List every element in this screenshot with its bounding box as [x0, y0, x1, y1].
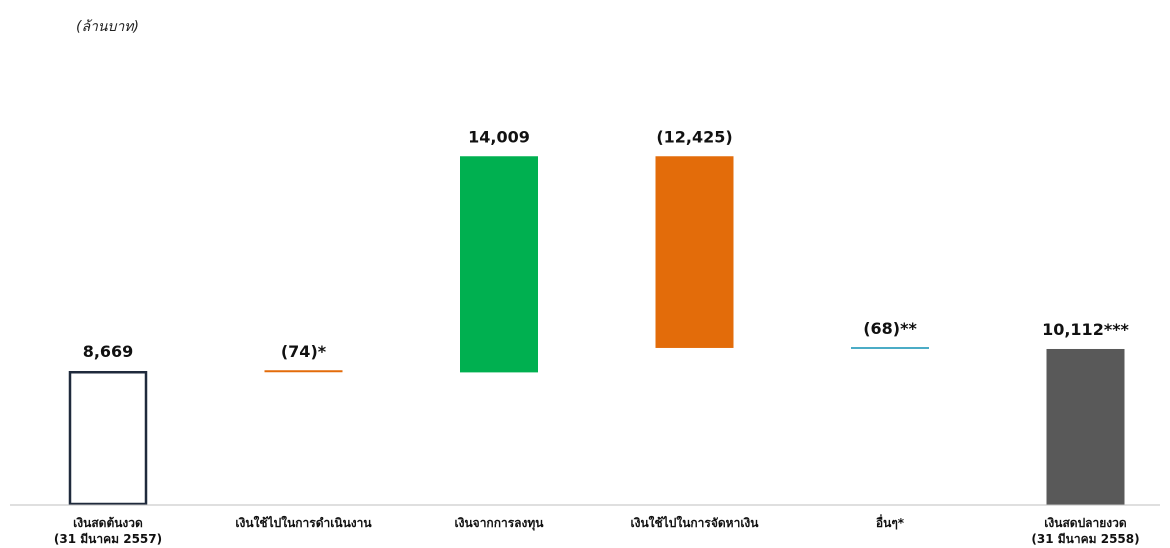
bar-4 — [655, 156, 734, 348]
value-label-1: 8,669 — [83, 342, 134, 361]
category-label-6-line-2: (31 มีนาคม 2558) — [1031, 532, 1139, 546]
category-label-1-line-1: เงินสดต้นงวด — [73, 516, 143, 530]
category-labels-layer: เงินสดต้นงวด (31 มีนาคม 2557) เงินใช้ไปในก… — [54, 514, 1140, 546]
bars-layer — [68, 156, 1125, 506]
value-labels-layer: 8,669 (74)* 14,009 (12,425) (68)** 10,112*** — [83, 127, 1130, 361]
value-label-3: 14,009 — [468, 127, 530, 146]
value-label-2: (74)* — [281, 342, 327, 361]
value-label-5: (68)** — [863, 319, 917, 338]
category-label-1-line-2: (31 มีนาคม 2557) — [54, 532, 162, 546]
bar-6 — [1046, 348, 1125, 505]
bar-1 — [68, 370, 148, 506]
category-label-2: เงินใช้ไปในการดำเนินงาน — [235, 515, 372, 530]
category-label-4: เงินใช้ไปในการจัดหาเงิน — [631, 515, 760, 530]
category-label-3: เงินจากการลงทุน — [455, 516, 545, 531]
category-label-6-line-1: เงินสดปลายงวด — [1044, 516, 1127, 530]
unit-label: (ล้านบาท) — [76, 19, 139, 35]
category-label-5: อื่นๆ* — [876, 514, 905, 530]
value-label-6: 10,112*** — [1042, 320, 1129, 339]
bar-3 — [460, 156, 538, 373]
value-label-4: (12,425) — [656, 127, 732, 146]
